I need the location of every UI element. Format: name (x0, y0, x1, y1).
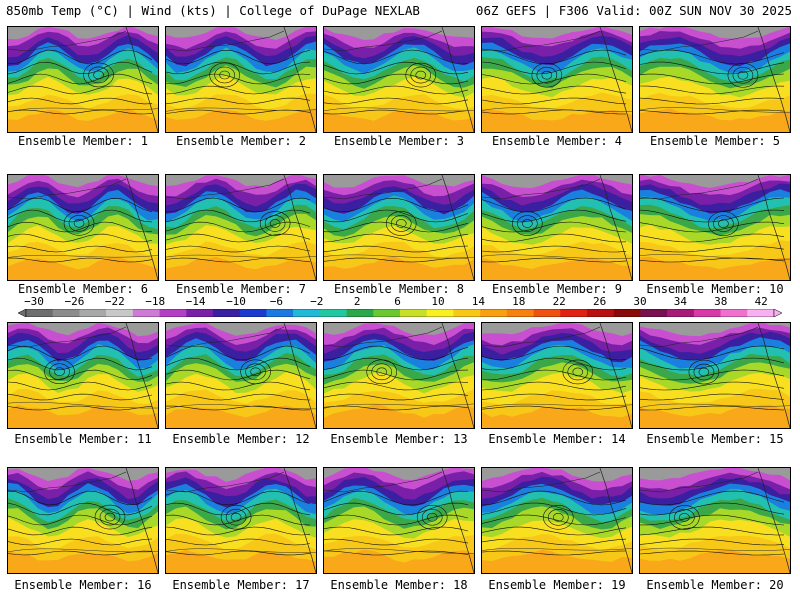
ensemble-map-panel (481, 467, 633, 574)
ensemble-member-label: Ensemble Member: 20 (646, 578, 784, 592)
ensemble-member-label: Ensemble Member: 19 (488, 578, 626, 592)
ensemble-member-label: Ensemble Member: 5 (649, 134, 781, 148)
temperature-map (324, 27, 474, 132)
colorbar-tick-label: 26 (592, 295, 607, 308)
temperature-map (482, 27, 632, 132)
colorbar-tick-label: −6 (269, 295, 284, 308)
temperature-map (482, 175, 632, 280)
ensemble-member-label: Ensemble Member: 1 (17, 134, 149, 148)
ensemble-map-panel (165, 26, 317, 133)
temperature-map (324, 323, 474, 428)
ensemble-map-panel (7, 26, 159, 133)
run-valid-time: 06Z GEFS | F306 Valid: 00Z SUN NOV 30 20… (475, 3, 792, 18)
ensemble-map-panel (639, 26, 791, 133)
colorbar-tick-label: 22 (552, 295, 566, 308)
colorbar-tick-label: −30 (24, 295, 44, 308)
colorbar-tick-label: 18 (512, 295, 526, 308)
ensemble-map-panel (323, 467, 475, 574)
ensemble-map-panel (323, 174, 475, 281)
ensemble-member-label: Ensemble Member: 2 (175, 134, 307, 148)
temperature-map (166, 27, 316, 132)
colorbar-tick-label: −22 (104, 295, 125, 308)
temperature-map (482, 468, 632, 573)
ensemble-member-label: Ensemble Member: 7 (175, 282, 307, 296)
temperature-map (8, 27, 158, 132)
ensemble-member-label: Ensemble Member: 16 (14, 578, 152, 592)
temperature-map (8, 175, 158, 280)
ensemble-map-panel (165, 467, 317, 574)
colorbar-tick-label: −18 (145, 295, 166, 308)
ensemble-map-panel (639, 174, 791, 281)
colorbar-tick-label: −10 (226, 295, 246, 308)
temperature-map (640, 27, 790, 132)
ensemble-member-label: Ensemble Member: 12 (172, 432, 310, 446)
temperature-map (166, 468, 316, 573)
ensemble-map-panel (481, 174, 633, 281)
ensemble-map-panel (639, 467, 791, 574)
colorbar-scale (18, 309, 782, 317)
ensemble-member-label: Ensemble Member: 18 (330, 578, 468, 592)
ensemble-member-label: Ensemble Member: 15 (646, 432, 784, 446)
ensemble-member-label: Ensemble Member: 9 (491, 282, 623, 296)
colorbar-tick-label: 34 (673, 295, 688, 308)
colorbar-tick-label: 2 (353, 295, 361, 308)
ensemble-member-label: Ensemble Member: 10 (646, 282, 784, 296)
ensemble-map-panel (7, 322, 159, 429)
temperature-map (166, 323, 316, 428)
temperature-map (8, 323, 158, 428)
ensemble-map-panel (323, 26, 475, 133)
colorbar-tick-label: 38 (714, 295, 728, 308)
colorbar-tick-label: 6 (394, 295, 401, 308)
temperature-map (640, 323, 790, 428)
ensemble-member-label: Ensemble Member: 17 (172, 578, 310, 592)
colorbar-tick-label: 42 (754, 295, 768, 308)
temperature-map (8, 468, 158, 573)
ensemble-member-label: Ensemble Member: 8 (333, 282, 465, 296)
ensemble-member-label: Ensemble Member: 4 (491, 134, 623, 148)
colorbar-tick-label: −14 (185, 295, 206, 308)
temperature-map (640, 175, 790, 280)
temperature-map (166, 175, 316, 280)
ensemble-map-panel (639, 322, 791, 429)
ensemble-map-panel (7, 467, 159, 574)
map-title: 850mb Temp (°C) | Wind (kts) | College o… (6, 3, 420, 18)
temperature-map (640, 468, 790, 573)
ensemble-map-panel (481, 322, 633, 429)
temperature-map (482, 323, 632, 428)
colorbar-tick-label: 14 (471, 295, 486, 308)
ensemble-map-panel (323, 322, 475, 429)
colorbar-tick-label: 10 (431, 295, 445, 308)
colorbar-tick-label: −26 (64, 295, 85, 308)
ensemble-map-panel (165, 174, 317, 281)
ensemble-map-panel (7, 174, 159, 281)
ensemble-map-panel (481, 26, 633, 133)
ensemble-member-label: Ensemble Member: 6 (17, 282, 149, 296)
ensemble-member-label: Ensemble Member: 11 (14, 432, 152, 446)
colorbar-tick-label: 30 (633, 295, 647, 308)
temperature-map (324, 468, 474, 573)
temperature-map (324, 175, 474, 280)
ensemble-member-label: Ensemble Member: 14 (488, 432, 626, 446)
ensemble-member-label: Ensemble Member: 3 (333, 134, 465, 148)
ensemble-map-panel (165, 322, 317, 429)
ensemble-member-label: Ensemble Member: 13 (330, 432, 468, 446)
colorbar-tick-label: −2 (310, 295, 324, 308)
